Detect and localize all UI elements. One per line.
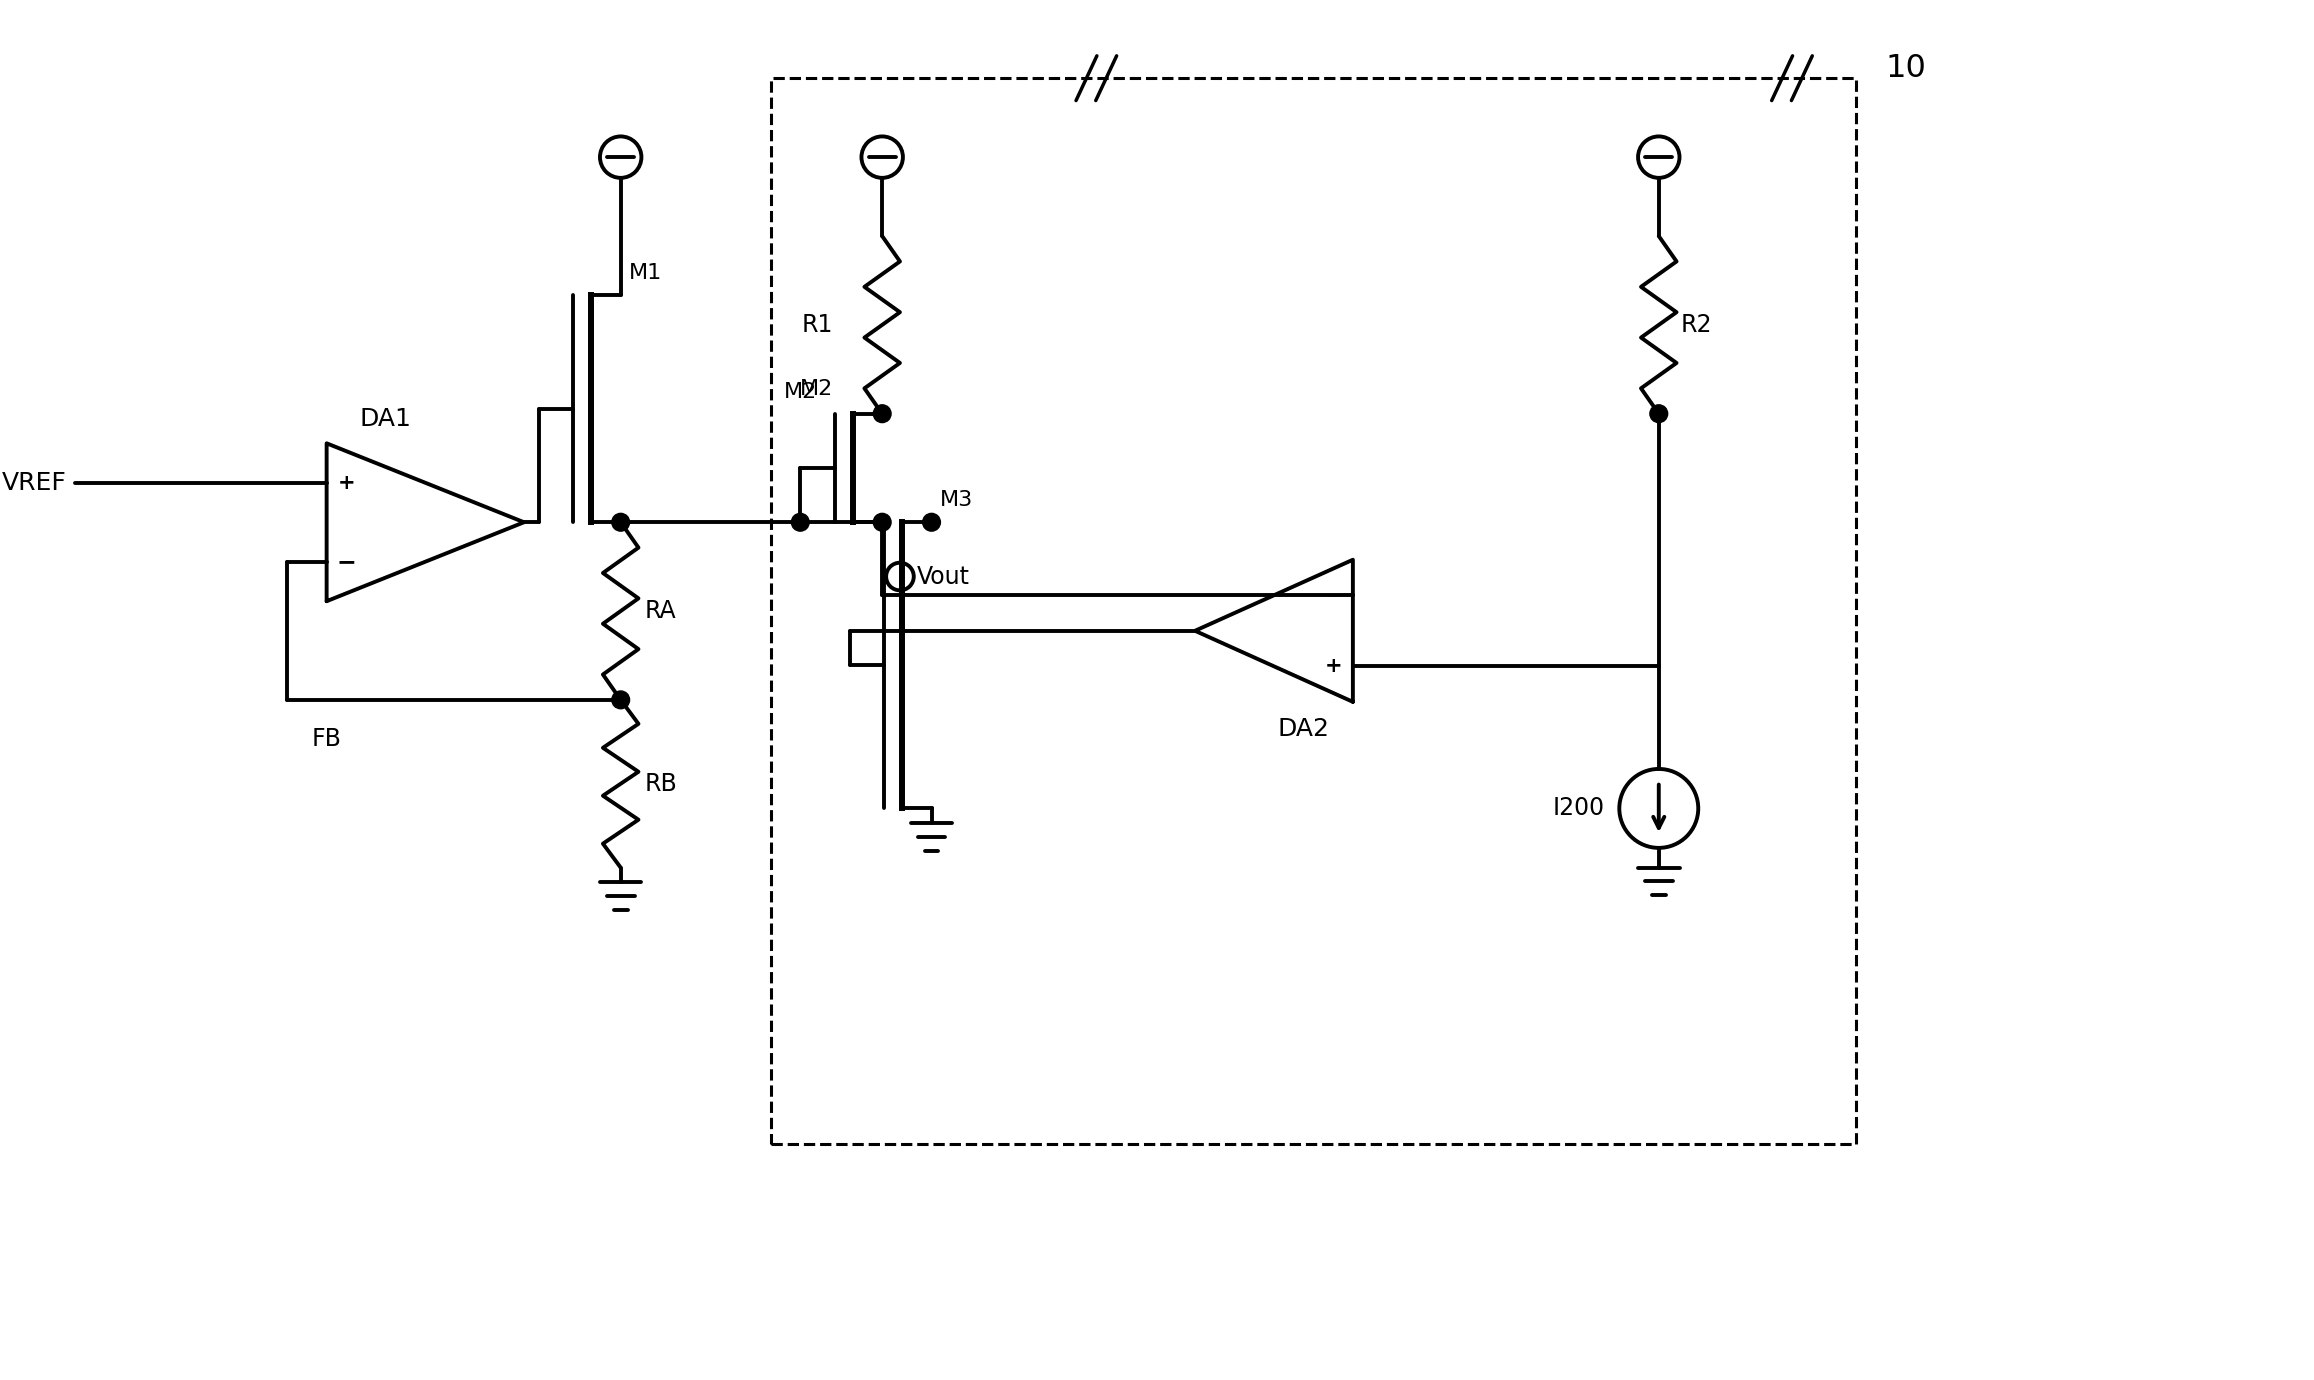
Bar [771, 79, 1856, 1144]
Text: M3: M3 [939, 490, 972, 511]
Text: R1: R1 [801, 313, 833, 337]
Text: VREF: VREF [2, 471, 67, 495]
Text: RB: RB [643, 771, 678, 796]
Text: −: − [1324, 585, 1342, 606]
Text: M2: M2 [801, 380, 833, 399]
Circle shape [872, 513, 891, 531]
Text: Vout: Vout [916, 564, 970, 588]
Circle shape [791, 513, 810, 531]
Text: M1: M1 [629, 264, 662, 283]
Circle shape [1650, 404, 1668, 422]
Text: 10: 10 [1886, 52, 1928, 84]
Text: R2: R2 [1680, 313, 1712, 337]
Text: +: + [1324, 657, 1342, 676]
Text: −: − [336, 549, 356, 574]
Circle shape [611, 513, 629, 531]
Circle shape [923, 513, 939, 531]
Text: M2: M2 [784, 382, 817, 402]
Text: +: + [338, 473, 354, 493]
Circle shape [611, 691, 629, 709]
Circle shape [872, 404, 891, 422]
Text: DA1: DA1 [361, 407, 412, 431]
Text: I200: I200 [1553, 796, 1604, 821]
Text: RA: RA [643, 599, 676, 622]
Text: FB: FB [312, 727, 342, 751]
Text: DA2: DA2 [1277, 718, 1331, 741]
